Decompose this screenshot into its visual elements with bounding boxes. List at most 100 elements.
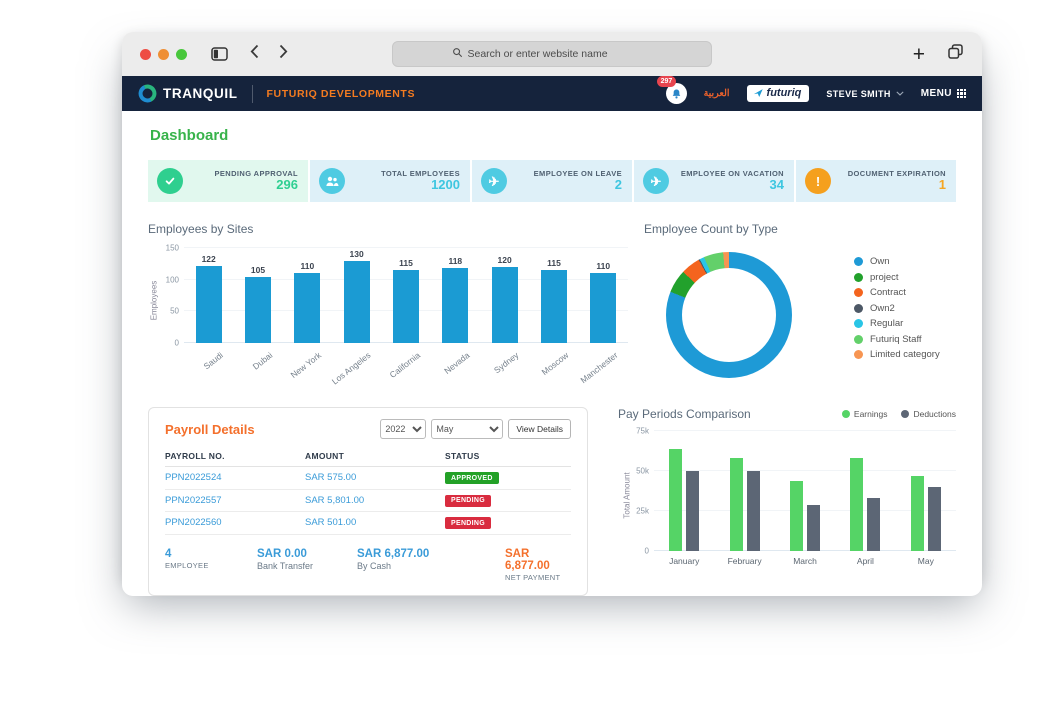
legend-label: Limited category bbox=[870, 349, 940, 360]
forward-icon[interactable] bbox=[279, 44, 288, 64]
legend-label: Futuriq Staff bbox=[870, 333, 922, 345]
bar-saudi[interactable]: 122 bbox=[184, 248, 233, 343]
bar-group-may[interactable] bbox=[896, 431, 956, 551]
earnings-bar bbox=[850, 458, 864, 551]
brand-logo[interactable]: TRANQUIL bbox=[138, 84, 238, 103]
kpi-card-employee-on-vacation[interactable]: ✈ EMPLOYEE ON VACATION 34 bbox=[634, 160, 794, 202]
payroll-no: PPN2022524 bbox=[165, 466, 305, 490]
y-tick: 0 bbox=[644, 546, 649, 556]
payroll-row[interactable]: PPN2022524 SAR 575.00 APPROVED bbox=[165, 466, 571, 490]
grid-icon bbox=[956, 88, 966, 99]
kpi-label: EMPLOYEE ON LEAVE bbox=[533, 169, 622, 179]
sidebar-toggle-icon[interactable] bbox=[211, 47, 228, 61]
legend-item-contract[interactable]: Contract bbox=[854, 285, 940, 301]
bar-group-march[interactable] bbox=[775, 431, 835, 551]
brand-name: TRANQUIL bbox=[163, 86, 238, 101]
bar-dubai[interactable]: 105 bbox=[233, 248, 282, 343]
deductions-legend-dot bbox=[901, 410, 910, 418]
column-header-amount: AMOUNT bbox=[305, 448, 445, 467]
year-select[interactable]: 2022 bbox=[380, 419, 427, 439]
x-tick-label: March bbox=[793, 556, 817, 566]
user-menu[interactable]: STEVE SMITH bbox=[826, 89, 904, 99]
kpi-card-document-expiration[interactable]: ! DOCUMENT EXPIRATION 1 bbox=[796, 160, 956, 202]
bar-sydney[interactable]: 120 bbox=[480, 248, 529, 343]
chart-title: Pay Periods Comparison bbox=[618, 407, 751, 421]
kpi-card-pending-approval[interactable]: PENDING APPROVAL 296 bbox=[148, 160, 308, 202]
x-tick-label: Dubai bbox=[250, 350, 275, 372]
divider bbox=[251, 84, 253, 103]
payroll-row[interactable]: PPN2022560 SAR 501.00 PENDING bbox=[165, 511, 571, 535]
legend-item-own[interactable]: Own bbox=[854, 254, 940, 270]
legend-item-regular[interactable]: Regular bbox=[854, 316, 940, 332]
earnings-bar bbox=[790, 480, 804, 551]
pay-periods-comparison-chart: Pay Periods Comparison Earnings Deductio… bbox=[618, 407, 956, 596]
bar-group-april[interactable] bbox=[835, 431, 895, 551]
x-tick-label: January bbox=[669, 556, 700, 566]
bar-manchester[interactable]: 110 bbox=[579, 248, 628, 343]
y-axis: 0 25k 50k 75k bbox=[630, 427, 654, 556]
notifications-button[interactable]: 297 bbox=[656, 76, 687, 104]
address-bar[interactable] bbox=[392, 41, 712, 67]
kpi-row: PENDING APPROVAL 296 TOTAL EMPLOYEES 1200 ✈ E… bbox=[148, 160, 956, 202]
bar bbox=[244, 276, 271, 343]
tranquil-logo-icon bbox=[138, 84, 157, 103]
stat-value: SAR 6,877.00 bbox=[505, 547, 550, 572]
view-details-button[interactable]: View Details bbox=[508, 419, 571, 439]
bar-value: 118 bbox=[448, 256, 463, 267]
bar-moscow[interactable]: 115 bbox=[529, 248, 578, 343]
dashboard-content: Dashboard PENDING APPROVAL 296 TOTAL EMPLO… bbox=[122, 111, 982, 596]
payroll-amount: SAR 575.00 bbox=[305, 466, 445, 490]
legend-dot bbox=[854, 334, 863, 344]
search-icon bbox=[452, 45, 463, 63]
back-icon[interactable] bbox=[250, 44, 259, 64]
people-icon bbox=[319, 168, 345, 194]
legend-item-own2[interactable]: Own2 bbox=[854, 301, 940, 317]
legend-item-limited-category[interactable]: Limited category bbox=[854, 347, 940, 363]
bar-los-angeles[interactable]: 130 bbox=[332, 248, 381, 343]
status-badge: PENDING bbox=[445, 517, 491, 529]
legend-dot bbox=[854, 257, 863, 267]
bar-group-january[interactable] bbox=[654, 431, 714, 551]
kpi-label: EMPLOYEE ON VACATION bbox=[680, 169, 784, 179]
bar bbox=[491, 267, 518, 343]
kpi-value: 1 bbox=[938, 177, 946, 193]
close-window-button[interactable] bbox=[140, 48, 151, 60]
deductions-bar bbox=[746, 471, 760, 551]
x-tick-label: April bbox=[856, 556, 874, 566]
deductions-legend-label: Deductions bbox=[913, 409, 956, 419]
minimize-window-button[interactable] bbox=[158, 48, 169, 60]
legend-item-project[interactable]: project bbox=[854, 270, 940, 286]
new-tab-icon[interactable]: + bbox=[912, 42, 925, 66]
bar-value: 120 bbox=[497, 255, 512, 265]
bar bbox=[442, 268, 469, 343]
menu-button[interactable]: MENU bbox=[921, 88, 966, 99]
column-header-status: STATUS bbox=[445, 448, 571, 467]
language-switch[interactable]: العربية bbox=[703, 88, 730, 99]
bar-california[interactable]: 115 bbox=[381, 248, 430, 343]
month-select[interactable]: May bbox=[431, 419, 504, 439]
search-input[interactable] bbox=[467, 48, 653, 60]
kpi-card-total-employees[interactable]: TOTAL EMPLOYEES 1200 bbox=[310, 160, 470, 202]
legend-item-futuriq-staff[interactable]: Futuriq Staff bbox=[854, 332, 940, 348]
tab-overview-icon[interactable] bbox=[947, 43, 964, 65]
employees-by-sites-chart: Employees by Sites Employees 0 50 100 150 1… bbox=[148, 222, 628, 387]
chart-title: Employees by Sites bbox=[148, 222, 254, 236]
y-tick: 50 bbox=[170, 306, 179, 316]
bar-new-york[interactable]: 110 bbox=[283, 248, 332, 343]
y-tick: 75k bbox=[636, 426, 649, 436]
payroll-amount: SAR 501.00 bbox=[305, 511, 445, 535]
bar-group-february[interactable] bbox=[714, 431, 774, 551]
browser-window: + TRANQUIL FUTURIQ DEVELOPMENTS 297 العر… bbox=[122, 32, 982, 596]
alert-icon: ! bbox=[805, 168, 831, 194]
donut-chart bbox=[666, 252, 792, 378]
y-axis-label: Employees bbox=[149, 280, 159, 320]
y-tick: 150 bbox=[165, 243, 179, 253]
zoom-window-button[interactable] bbox=[176, 48, 187, 60]
x-tick-label: Los Angeles bbox=[330, 350, 373, 387]
payroll-row[interactable]: PPN2022557 SAR 5,801.00 PENDING bbox=[165, 489, 571, 512]
kpi-value: 1200 bbox=[431, 177, 460, 193]
summary-stat-employee: 4 EMPLOYEE bbox=[165, 548, 257, 582]
browser-chrome: + bbox=[122, 32, 982, 76]
bar-nevada[interactable]: 118 bbox=[431, 248, 480, 343]
kpi-card-employee-on-leave[interactable]: ✈ EMPLOYEE ON LEAVE 2 bbox=[472, 160, 632, 202]
